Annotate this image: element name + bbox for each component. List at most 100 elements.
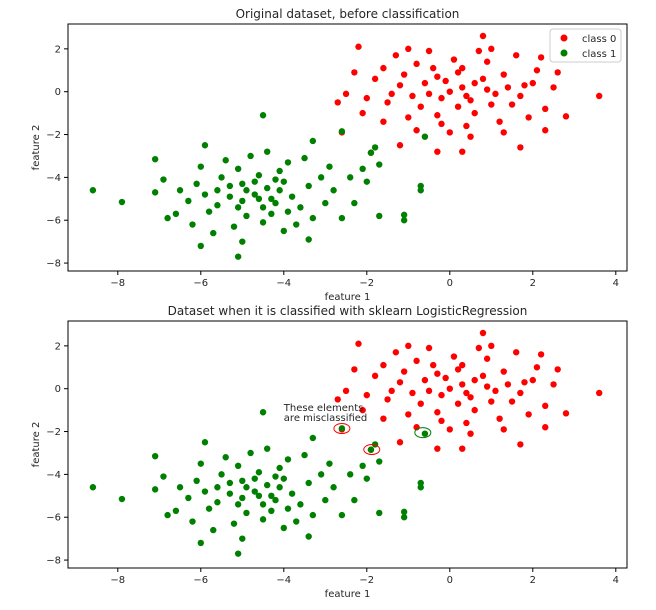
point-class-0 <box>595 389 603 397</box>
point-class-0 <box>434 445 441 452</box>
point-class-1 <box>309 434 317 442</box>
y-axis-label: feature 2 <box>31 125 42 171</box>
point-class-0 <box>384 396 391 403</box>
point-class-0 <box>459 445 466 452</box>
point-class-0 <box>529 79 536 87</box>
point-class-0 <box>479 329 487 337</box>
point-class-1 <box>288 193 296 200</box>
point-class-0 <box>392 52 400 59</box>
x-tick-label: 0 <box>447 278 453 289</box>
point-class-0 <box>342 387 350 395</box>
point-class-1 <box>272 496 279 504</box>
point-class-0 <box>517 441 524 448</box>
y-tick-label: 0 <box>55 384 61 395</box>
point-class-1 <box>338 425 346 432</box>
point-class-1 <box>338 128 346 135</box>
point-class-1 <box>284 456 292 463</box>
point-class-1 <box>218 174 225 181</box>
point-class-1 <box>255 172 263 179</box>
point-class-1 <box>293 518 300 525</box>
point-class-0 <box>459 148 466 155</box>
point-class-1 <box>338 511 346 519</box>
point-class-1 <box>276 484 283 491</box>
point-class-1 <box>376 458 383 465</box>
y-tick-label: −8 <box>46 556 61 567</box>
point-class-0 <box>442 374 449 382</box>
point-class-0 <box>550 381 557 388</box>
point-class-1 <box>255 492 263 500</box>
point-class-0 <box>554 366 561 373</box>
point-class-1 <box>247 152 254 160</box>
point-class-1 <box>226 479 234 487</box>
point-class-0 <box>463 92 470 100</box>
legend: class 0 class 1 <box>549 28 622 63</box>
point-class-0 <box>413 357 420 365</box>
misclassified-marker <box>333 423 351 435</box>
point-class-1 <box>309 137 317 145</box>
point-class-1 <box>326 460 333 467</box>
point-class-0 <box>562 410 570 417</box>
point-class-1 <box>359 165 366 173</box>
point-class-1 <box>297 501 304 508</box>
point-class-0 <box>483 86 491 93</box>
point-class-1 <box>243 187 250 194</box>
point-class-0 <box>429 361 437 369</box>
point-class-1 <box>239 494 246 502</box>
point-class-0 <box>438 94 445 102</box>
point-class-0 <box>446 426 453 433</box>
point-class-0 <box>400 368 408 375</box>
point-class-1 <box>234 165 242 173</box>
point-class-1 <box>280 227 287 235</box>
x-axis-label: feature 1 <box>325 589 371 600</box>
point-class-1 <box>280 475 287 482</box>
point-class-1 <box>293 221 300 228</box>
point-class-0 <box>371 372 379 380</box>
point-class-1 <box>268 210 275 218</box>
point-class-0 <box>434 73 441 80</box>
point-class-1 <box>251 178 258 185</box>
point-class-0 <box>496 118 503 125</box>
point-class-0 <box>500 368 507 375</box>
x-tick-label: 2 <box>530 278 536 289</box>
point-class-1 <box>272 176 279 183</box>
point-class-1 <box>255 469 263 476</box>
point-class-1 <box>276 187 283 194</box>
point-class-1 <box>376 212 383 220</box>
point-class-1 <box>259 204 267 211</box>
point-class-0 <box>388 387 395 395</box>
point-class-1 <box>322 199 329 207</box>
point-class-1 <box>234 462 242 470</box>
x-tick-label: 4 <box>613 278 619 289</box>
point-class-0 <box>542 402 549 410</box>
point-class-0 <box>467 394 474 401</box>
point-class-0 <box>450 56 458 63</box>
point-class-1 <box>193 180 200 188</box>
point-class-1 <box>309 511 317 519</box>
point-class-1 <box>417 484 424 491</box>
point-class-0 <box>467 97 474 104</box>
points <box>89 329 603 557</box>
point-class-1 <box>305 479 312 487</box>
point-class-0 <box>425 387 433 395</box>
point-class-0 <box>517 144 524 151</box>
point-class-1 <box>263 445 271 452</box>
point-class-1 <box>284 159 292 166</box>
axes-frame <box>67 23 628 272</box>
point-class-0 <box>380 64 387 72</box>
point-class-0 <box>537 351 545 358</box>
point-class-1 <box>197 163 204 170</box>
chart-title: Original dataset, before classification <box>236 7 460 21</box>
point-class-1 <box>284 505 292 512</box>
point-class-0 <box>355 43 362 50</box>
point-class-0 <box>496 415 503 422</box>
x-tick-label: −8 <box>110 278 125 289</box>
point-class-0 <box>438 120 445 128</box>
point-class-1 <box>338 214 346 222</box>
point-class-0 <box>380 415 387 422</box>
point-class-0 <box>479 32 487 40</box>
point-class-1 <box>259 501 267 508</box>
point-class-0 <box>384 99 391 106</box>
point-class-0 <box>508 398 516 405</box>
point-class-0 <box>521 379 528 386</box>
